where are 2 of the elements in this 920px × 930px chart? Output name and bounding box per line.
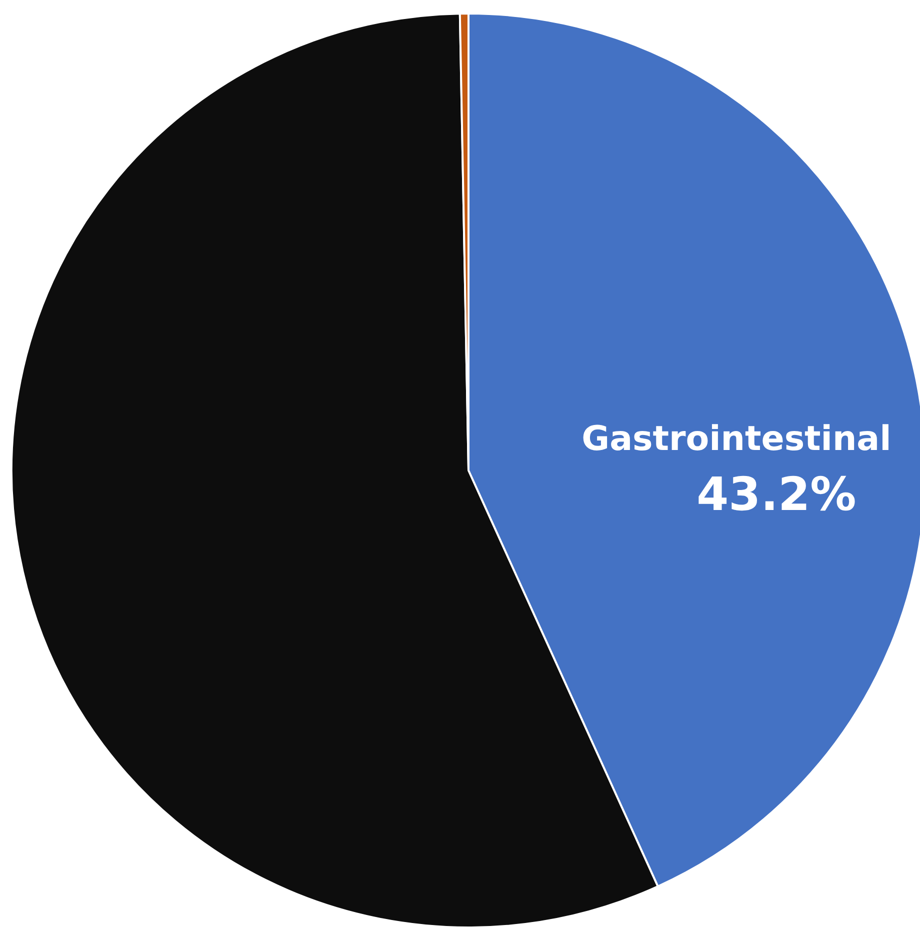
data-label: 43.2% <box>696 467 856 522</box>
slice-label: Gastrointestinal <box>582 419 892 460</box>
